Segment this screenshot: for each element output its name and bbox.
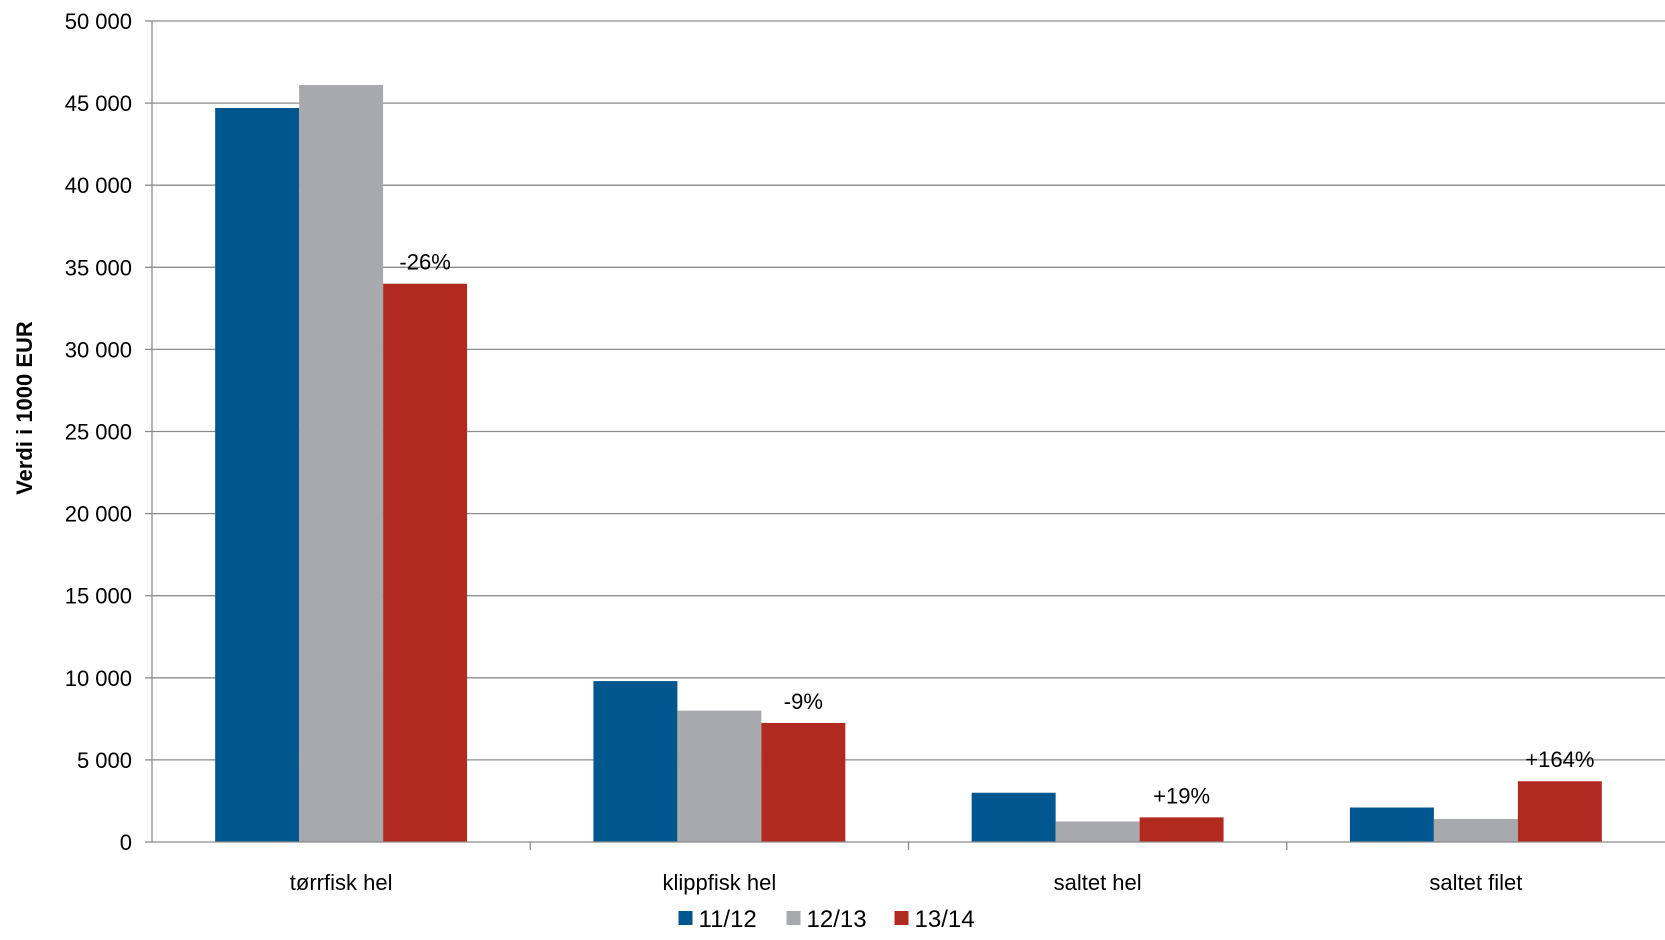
bar-13-14-2 xyxy=(1139,817,1224,842)
legend-label: 13/14 xyxy=(915,906,975,933)
data-label: -9% xyxy=(784,689,823,714)
data-labels: -26% -9% +19% +164% xyxy=(399,250,1594,809)
y-tick-label: 15 000 xyxy=(65,584,132,609)
legend-label: 12/13 xyxy=(807,906,867,933)
y-tick-label: 25 000 xyxy=(65,420,132,445)
data-label: +164% xyxy=(1525,747,1594,772)
x-tick-label: saltet hel xyxy=(1054,870,1142,895)
bar-12-13-0 xyxy=(299,85,384,842)
data-label: +19% xyxy=(1153,783,1210,808)
data-label: -26% xyxy=(399,250,450,275)
bar-13-14-0 xyxy=(383,283,468,843)
legend-swatch xyxy=(678,911,693,925)
bar-13-14-3 xyxy=(1517,781,1602,842)
bar-13-14-1 xyxy=(761,722,846,842)
y-tick-label: 45 000 xyxy=(65,91,132,116)
y-tick-label: 0 xyxy=(120,830,132,855)
legend-swatch xyxy=(894,911,909,925)
y-tick-label: 30 000 xyxy=(65,337,132,362)
x-tick-label: klippfisk hel xyxy=(663,870,777,895)
x-tick-label: tørrfisk hel xyxy=(290,870,393,895)
y-tick-label: 35 000 xyxy=(65,255,132,280)
y-axis-title: Verdi i 1000 EUR xyxy=(12,321,37,495)
y-tick-label: 50 000 xyxy=(65,9,132,34)
y-tick-label: 40 000 xyxy=(65,173,132,198)
bar-11-12-1 xyxy=(593,681,678,842)
bar-11-12-2 xyxy=(971,792,1056,842)
bar-12-13-2 xyxy=(1055,821,1140,842)
x-tick-label: saltet filet xyxy=(1429,870,1522,895)
y-tick-label: 10 000 xyxy=(65,666,132,691)
axes: 0 5 000 10 000 15 000 20 000 25 000 30 000 35 0… xyxy=(65,9,1665,895)
bar-11-12-3 xyxy=(1349,807,1434,842)
bar-11-12-0 xyxy=(215,108,300,842)
bars xyxy=(215,85,1602,843)
bar-12-13-1 xyxy=(677,710,762,842)
bar-12-13-3 xyxy=(1433,819,1518,842)
y-tick-label: 20 000 xyxy=(65,502,132,527)
y-tick-label: 5 000 xyxy=(77,748,132,773)
legend: 11/12 12/13 13/14 xyxy=(678,906,975,933)
legend-swatch xyxy=(786,911,801,925)
legend-label: 11/12 xyxy=(699,906,757,933)
